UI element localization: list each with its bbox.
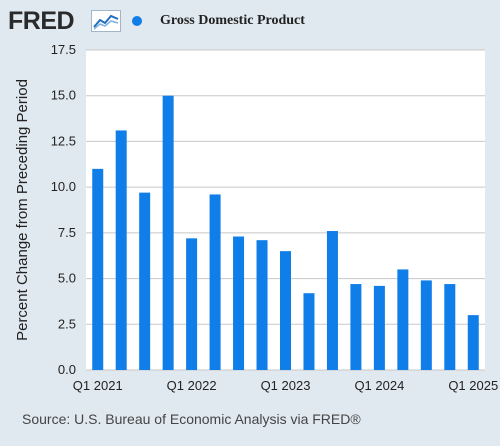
y-tick-label: 17.5 bbox=[51, 42, 76, 57]
y-tick-label: 7.5 bbox=[58, 225, 76, 240]
x-tick-label: Q1 2023 bbox=[261, 378, 311, 393]
bar bbox=[209, 194, 221, 370]
bar bbox=[162, 95, 174, 370]
chart-header: FRED Gross Domestic Product bbox=[8, 6, 492, 36]
bar bbox=[467, 315, 479, 370]
legend-marker bbox=[132, 16, 142, 26]
x-tick-label: Q1 2021 bbox=[73, 378, 123, 393]
y-tick-label: 15.0 bbox=[51, 88, 76, 103]
bar bbox=[256, 240, 268, 370]
bar bbox=[444, 284, 456, 370]
bar bbox=[420, 280, 432, 370]
bar bbox=[350, 284, 362, 370]
fred-logo: FRED bbox=[8, 7, 75, 35]
x-tick-label: Q1 2025 bbox=[448, 378, 498, 393]
bar bbox=[373, 285, 385, 370]
source-note: Source: U.S. Bureau of Economic Analysis… bbox=[22, 411, 361, 427]
y-tick-label: 2.5 bbox=[58, 316, 76, 331]
x-tick-label: Q1 2022 bbox=[167, 378, 217, 393]
bar bbox=[92, 168, 104, 370]
bar bbox=[115, 130, 127, 370]
x-axis-ticks: Q1 2021 Q1 2022 Q1 2023 Q1 2024 Q1 2025 bbox=[73, 378, 498, 393]
line-chart-icon bbox=[91, 10, 121, 32]
bar bbox=[303, 293, 315, 370]
y-axis-ticks: 0.0 2.5 5.0 7.5 10.0 12.5 15.0 17.5 bbox=[51, 42, 76, 377]
y-axis-label: Percent Change from Preceding Period bbox=[14, 79, 31, 341]
bar bbox=[233, 236, 245, 370]
y-tick-label: 0.0 bbox=[58, 362, 76, 377]
bar bbox=[139, 192, 151, 370]
y-tick-label: 5.0 bbox=[58, 271, 76, 286]
bar bbox=[186, 238, 198, 370]
bar bbox=[326, 231, 338, 370]
y-tick-label: 10.0 bbox=[51, 179, 76, 194]
legend-label: Gross Domestic Product bbox=[160, 13, 305, 28]
bars bbox=[92, 95, 479, 370]
bar bbox=[397, 269, 409, 370]
y-tick-label: 12.5 bbox=[51, 133, 76, 148]
x-tick-label: Q1 2024 bbox=[354, 378, 404, 393]
bar bbox=[280, 251, 291, 370]
